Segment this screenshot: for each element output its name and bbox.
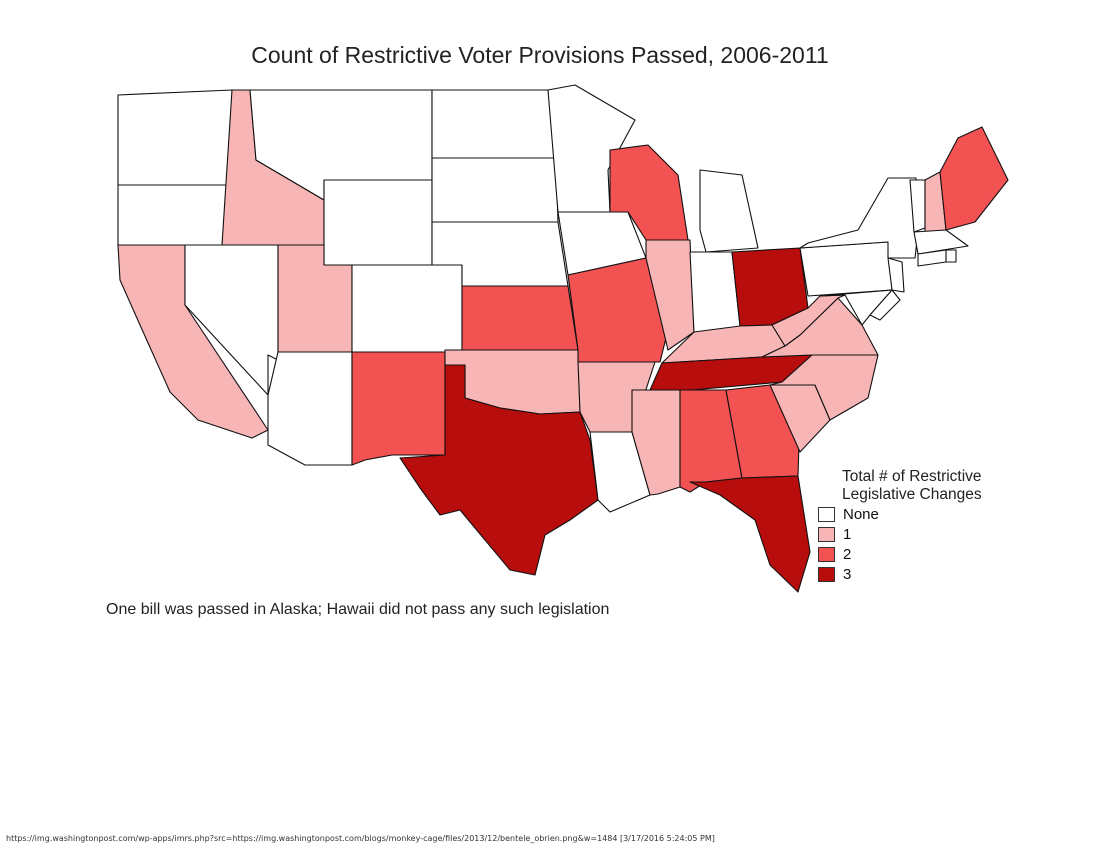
legend-item-1: 1 — [818, 524, 1058, 544]
state-kansas: Kansas — [461, 285, 579, 351]
legend: Total # of Restrictive Legislative Chang… — [818, 468, 1058, 584]
state-wyoming: Wyoming — [323, 179, 433, 266]
state-north-dakota: North Dakota — [431, 89, 557, 159]
state-south-dakota: South Dakota — [431, 157, 559, 223]
map-title: Count of Restrictive Voter Provisions Pa… — [251, 42, 829, 68]
state-maine: Maine — [939, 126, 1009, 231]
state-texas: Texas — [399, 364, 599, 576]
state-washington: Washington — [117, 89, 233, 186]
legend-item-none: None — [818, 504, 1058, 524]
legend-item-2: 2 — [818, 544, 1058, 564]
state-louisiana: Louisiana — [589, 431, 651, 513]
state-connecticut: Connecticut — [917, 249, 947, 267]
state-rhode-island: Rhode Island — [945, 249, 957, 263]
state-arizona: Arizona — [267, 351, 353, 466]
legend-item-3: 3 — [818, 564, 1058, 584]
legend-label: 2 — [843, 545, 852, 563]
state-west-virginia: West Virginia — [771, 294, 846, 347]
source-url-footer: https://img.washingtonpost.com/wp-apps/i… — [6, 834, 715, 843]
legend-title-line-1: Total # of Restrictive — [842, 468, 982, 485]
state-oregon: Oregon — [117, 184, 233, 246]
legend-label: None — [843, 505, 879, 523]
state-delaware: Delaware — [869, 289, 901, 321]
state-michigan: Michigan — [699, 169, 759, 253]
legend-swatch — [818, 566, 835, 582]
state-new-mexico: New Mexico — [351, 351, 446, 466]
legend-swatch — [818, 506, 835, 522]
legend-title: Total # of Restrictive Legislative Chang… — [818, 468, 1058, 504]
state-pennsylvania: Pennsylvania — [799, 241, 893, 297]
legend-label: 3 — [843, 565, 852, 583]
state-massachusetts: Massachusetts — [913, 229, 969, 255]
legend-swatch — [818, 526, 835, 542]
state-illinois: Illinois — [645, 239, 695, 351]
state-maryland: Maryland — [819, 289, 893, 326]
state-new-jersey: New Jersey — [887, 257, 905, 293]
legend-label: 1 — [843, 525, 852, 543]
state-florida: Florida — [689, 475, 811, 593]
legend-title-line-2: Legislative Changes — [842, 486, 982, 503]
state-north-carolina: North Carolina — [769, 354, 879, 421]
map-note: One bill was passed in Alaska; Hawaii di… — [106, 601, 610, 618]
state-colorado: Colorado — [351, 264, 463, 353]
legend-swatch — [818, 546, 835, 562]
